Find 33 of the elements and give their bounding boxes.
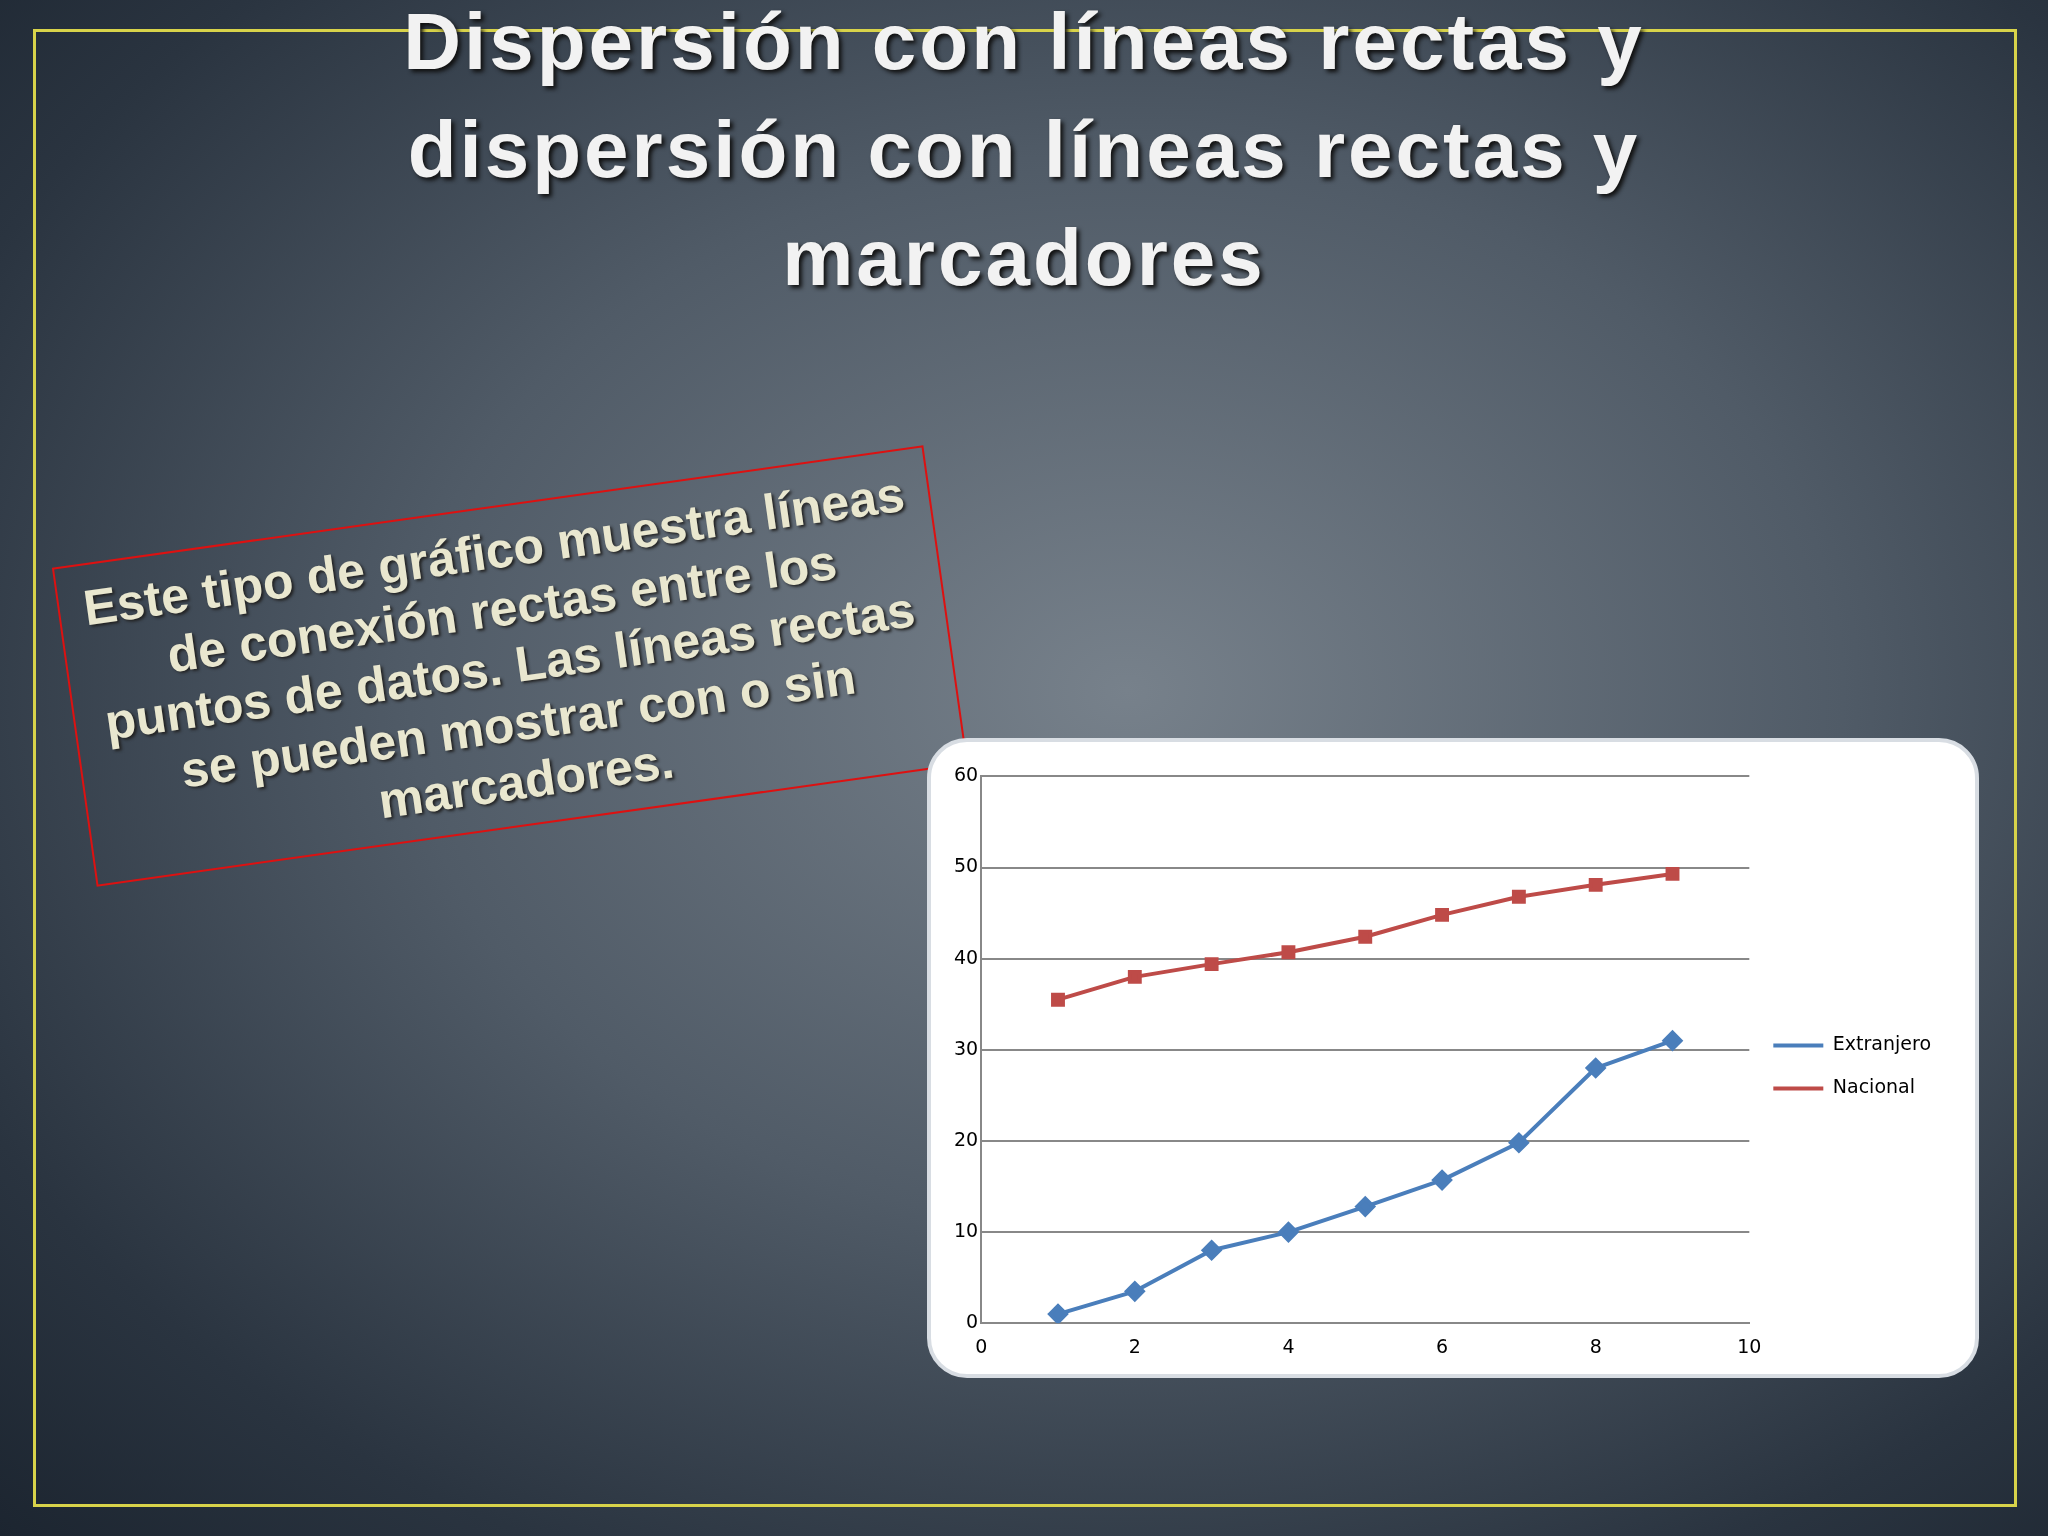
point <box>1662 1030 1683 1051</box>
y-tick-label: 30 <box>953 1036 979 1059</box>
point <box>1124 1281 1145 1302</box>
x-tick-label: 6 <box>1436 1334 1449 1357</box>
y-tick-label: 0 <box>966 1310 979 1333</box>
point <box>1585 1058 1606 1079</box>
point <box>1278 1222 1299 1243</box>
point <box>1127 969 1142 984</box>
y-tick-label: 20 <box>953 1127 979 1150</box>
x-tick-label: 2 <box>1128 1334 1141 1357</box>
point <box>1204 957 1219 972</box>
point <box>1358 929 1373 944</box>
y-tick-label: 50 <box>953 854 979 877</box>
point <box>1201 1240 1222 1261</box>
y-tick-label: 40 <box>953 945 979 968</box>
point <box>1435 907 1450 922</box>
point <box>1051 992 1065 1007</box>
point <box>1508 1132 1529 1153</box>
x-tick-label: 4 <box>1282 1334 1295 1357</box>
point <box>1355 1196 1376 1217</box>
point <box>1588 877 1603 892</box>
text: Este tipo de gráfico muestra líneas de conexión rectas entre los puntos de datos. Las líneas rectas se pueden mostrar con o sin marcadores. <box>79 465 919 830</box>
y-tick-label: 10 <box>953 1219 979 1241</box>
x-tick-label: 10 <box>1737 1334 1762 1357</box>
point <box>1047 1304 1068 1324</box>
legend-label: Extranjero <box>1832 1032 1932 1055</box>
x-tick-label: 8 <box>1589 1334 1602 1357</box>
y-tick-label: 60 <box>953 763 979 786</box>
legend-label: Nacional <box>1832 1075 1915 1098</box>
point <box>1281 945 1296 960</box>
point <box>1511 889 1526 904</box>
point <box>1665 866 1680 881</box>
point <box>1432 1170 1453 1191</box>
